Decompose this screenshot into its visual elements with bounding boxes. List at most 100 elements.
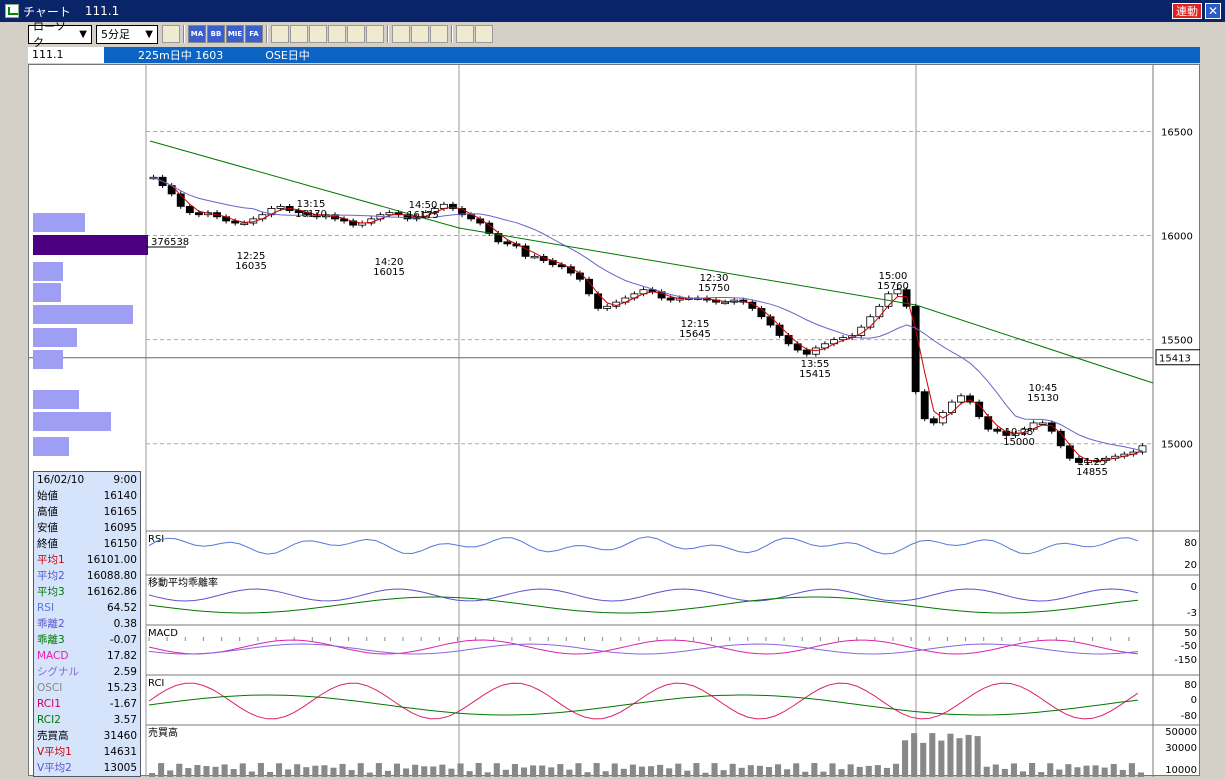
panel-tick-label: -50 bbox=[1181, 641, 1197, 652]
toolbar-search-button[interactable] bbox=[456, 25, 474, 43]
candle-body bbox=[920, 391, 929, 420]
toolbar-fa-button[interactable]: FA bbox=[245, 25, 263, 43]
interval-value: 5分足 bbox=[101, 28, 130, 41]
data-row-label: 売買高 bbox=[37, 730, 69, 742]
volume-bar bbox=[348, 770, 355, 777]
rci1-line bbox=[148, 682, 1139, 720]
panel-tick-label: -80 bbox=[1181, 711, 1197, 722]
candle-body bbox=[1029, 422, 1038, 430]
candle-body bbox=[766, 316, 775, 326]
data-rows: 始値 16140 高値 16165 安値 16095 終値 16150 平均1 16101.00 平… bbox=[34, 488, 140, 776]
ma2-line bbox=[153, 176, 1143, 452]
data-row-value: 13005 bbox=[103, 762, 137, 774]
volume-bar bbox=[629, 764, 636, 777]
toolbar-zoom-button[interactable] bbox=[328, 25, 346, 43]
toolbar-mie-button[interactable]: MIE bbox=[226, 25, 244, 43]
candle-body bbox=[948, 401, 956, 413]
volume-bar bbox=[203, 766, 210, 777]
candle-body bbox=[258, 214, 267, 220]
price-tick-label: 15000 bbox=[1161, 440, 1193, 451]
toolbar-separator bbox=[183, 25, 185, 43]
candle-body bbox=[276, 205, 285, 209]
chart-type-select[interactable]: ローソク ▼ bbox=[28, 20, 92, 49]
toolbar-ma-button[interactable]: MA bbox=[188, 25, 206, 43]
chart-type-value: ローソク bbox=[33, 20, 66, 49]
data-row-label: RCI1 bbox=[37, 698, 61, 710]
volume-bar bbox=[1019, 771, 1027, 777]
volume-bar bbox=[321, 765, 328, 777]
data-row-label: MACD bbox=[37, 650, 69, 662]
toolbar-candle-button[interactable] bbox=[290, 25, 308, 43]
toolbar-eraser-button[interactable] bbox=[430, 25, 448, 43]
candle-body bbox=[403, 214, 412, 220]
volume-bar bbox=[457, 763, 464, 777]
volume-bar bbox=[720, 770, 727, 777]
data-row-value: 16140 bbox=[103, 490, 137, 502]
annotation-price: 16035 bbox=[235, 261, 267, 272]
annotation-time: 10:45 bbox=[1029, 383, 1058, 394]
toolbar-ruler-button[interactable] bbox=[366, 25, 384, 43]
volume-bar bbox=[602, 771, 609, 777]
data-row-value: 16165 bbox=[103, 506, 137, 518]
candle-body bbox=[294, 210, 303, 214]
volume-bar bbox=[929, 733, 936, 777]
candle-body bbox=[240, 222, 249, 225]
toolbar-table-button[interactable] bbox=[347, 25, 365, 43]
volume-bar bbox=[484, 772, 491, 777]
volume-bar bbox=[793, 763, 800, 777]
candle-body bbox=[576, 272, 584, 280]
close-button[interactable]: ✕ bbox=[1205, 3, 1221, 19]
data-row: RCI1 -1.67 bbox=[34, 696, 140, 712]
panel-tick-label: 0 bbox=[1191, 582, 1197, 593]
data-row-value: 16101.00 bbox=[86, 554, 137, 566]
candle-body bbox=[820, 343, 829, 349]
annotation-price: 15760 bbox=[877, 281, 909, 292]
volume-profile-bar bbox=[33, 328, 77, 347]
toolbar-pen-button[interactable] bbox=[392, 25, 410, 43]
volume-bar bbox=[421, 766, 428, 777]
chart-area[interactable]: 16500 16000 15500 15000 15413 376538 13:15 1617… bbox=[28, 64, 1201, 777]
rsi-line bbox=[148, 536, 1139, 555]
toolbar-settings-button[interactable] bbox=[162, 25, 180, 43]
annotation-time: 14:20 bbox=[375, 257, 404, 268]
volume-bar bbox=[557, 764, 564, 777]
volume-bar bbox=[920, 742, 927, 777]
volume-bar bbox=[747, 765, 754, 777]
interval-select[interactable]: 5分足 ▼ bbox=[96, 24, 158, 44]
data-panel-header: 16/02/10 9:00 bbox=[34, 472, 140, 488]
candle-body bbox=[194, 212, 203, 216]
annotation-price: 15750 bbox=[698, 283, 730, 294]
volume-profile-bar bbox=[33, 350, 63, 369]
volume-bar bbox=[693, 763, 700, 777]
panel-label-macd: MACD bbox=[148, 628, 178, 639]
volume-bar bbox=[784, 769, 791, 777]
title-bar: チャート 111.1 連動 ✕ bbox=[0, 0, 1225, 22]
price-tick-label: 16000 bbox=[1161, 232, 1193, 243]
panel-label-vol: 売買高 bbox=[148, 726, 178, 739]
volume-bar bbox=[947, 733, 954, 777]
volume-bar bbox=[1083, 765, 1090, 777]
data-row-label: 高値 bbox=[37, 506, 58, 518]
toolbar-fib-button[interactable] bbox=[475, 25, 493, 43]
candle-body bbox=[467, 214, 476, 220]
link-button[interactable]: 連動 bbox=[1172, 3, 1202, 19]
volume-bar bbox=[983, 766, 990, 777]
candle-body bbox=[929, 418, 938, 424]
volume-profile-bar bbox=[33, 213, 85, 232]
candle-body bbox=[1038, 422, 1047, 425]
toolbar-dots-button[interactable] bbox=[309, 25, 327, 43]
volume-bar bbox=[1038, 772, 1045, 777]
volume-bar bbox=[675, 763, 682, 777]
volume-bar bbox=[303, 767, 310, 777]
volume-bar bbox=[466, 771, 473, 777]
volume-bar bbox=[874, 765, 881, 777]
toolbar-line-button[interactable] bbox=[271, 25, 289, 43]
chart-canvas[interactable]: 165001600015500150001541337653813:151617… bbox=[29, 65, 1201, 777]
rci2-line bbox=[148, 694, 1138, 716]
annotation-time: 12:25 bbox=[237, 251, 266, 262]
data-row-value: 14631 bbox=[103, 746, 137, 758]
annotation-time: 13:15 bbox=[297, 199, 326, 210]
toolbar-cursor-button[interactable] bbox=[411, 25, 429, 43]
toolbar-bb-button[interactable]: BB bbox=[207, 25, 225, 43]
data-row: RCI2 3.57 bbox=[34, 712, 140, 728]
